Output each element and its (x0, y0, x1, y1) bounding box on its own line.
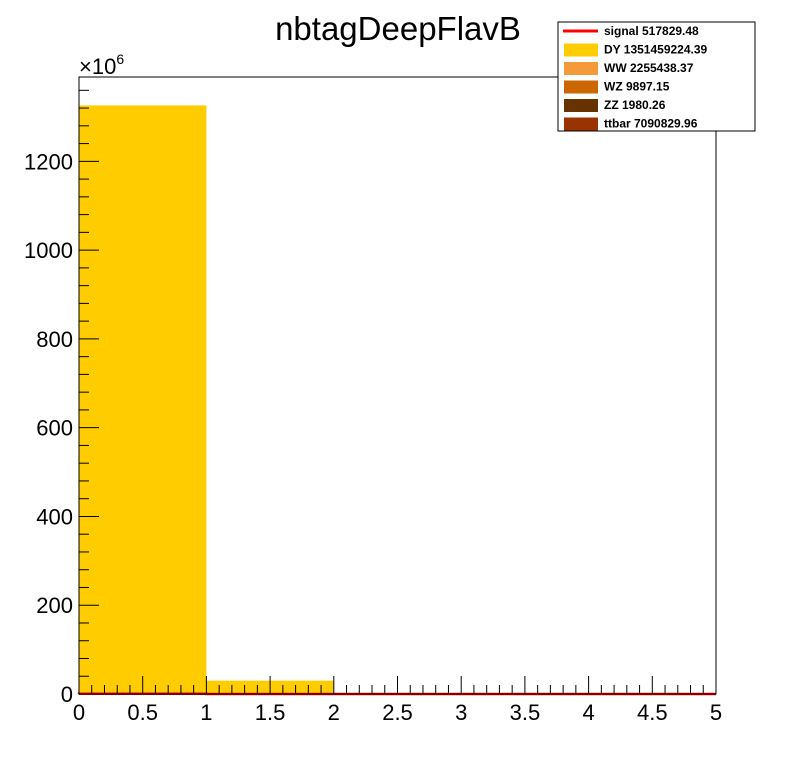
legend-fill-swatch (564, 99, 598, 112)
y-multiplier: ×106 (79, 51, 124, 79)
legend: signal 517829.48 DY 1351459224.39 WW 22554… (557, 21, 756, 132)
legend-box (557, 21, 756, 132)
chart-title: nbtagDeepFlavB (275, 10, 521, 47)
y-multiplier-base: ×10 (79, 54, 116, 79)
y-axis-ticks: 0 200 400 600 800 1000 1200 (24, 89, 99, 707)
x-tick-label: 2 (328, 700, 340, 725)
legend-label: ZZ 1980.26 (604, 98, 666, 112)
x-tick-label: 4 (582, 700, 594, 725)
x-axis-ticks: 0 0.5 1 1.5 2 2.5 3 3.5 4 4.5 5 (73, 676, 722, 725)
legend-label: DY 1351459224.39 (604, 43, 708, 57)
bars-layer (79, 105, 334, 694)
x-tick-label: 3 (455, 700, 467, 725)
y-tick-label: 800 (36, 327, 73, 352)
legend-fill-swatch (564, 43, 598, 57)
y-tick-label: 600 (36, 416, 73, 441)
legend-fill-swatch (564, 62, 598, 75)
legend-label: signal 517829.48 (604, 24, 699, 38)
x-tick-label: 2.5 (382, 700, 413, 725)
legend-fill-swatch (564, 80, 598, 94)
legend-label: WZ 9897.15 (604, 80, 670, 94)
x-tick-label: 5 (710, 700, 722, 725)
legend-label: WW 2255438.37 (604, 61, 694, 75)
x-tick-label: 0 (73, 700, 85, 725)
legend-label: ttbar 7090829.96 (604, 117, 698, 131)
y-tick-label: 1200 (24, 149, 73, 174)
y-tick-label: 400 (36, 504, 73, 529)
legend-entries: signal 517829.48 DY 1351459224.39 WW 22554… (563, 24, 708, 131)
y-tick-label: 200 (36, 593, 73, 618)
x-tick-label: 3.5 (510, 700, 541, 725)
y-tick-label: 0 (61, 682, 73, 707)
legend-fill-swatch (564, 117, 598, 131)
y-tick-label: 1000 (24, 238, 73, 263)
x-tick-label: 1 (200, 700, 212, 725)
y-multiplier-exponent: 6 (116, 51, 124, 67)
bar-series-0-bin-0 (79, 105, 207, 694)
x-tick-label: 4.5 (637, 700, 668, 725)
x-tick-label: 0.5 (127, 700, 158, 725)
x-tick-label: 1.5 (255, 700, 286, 725)
